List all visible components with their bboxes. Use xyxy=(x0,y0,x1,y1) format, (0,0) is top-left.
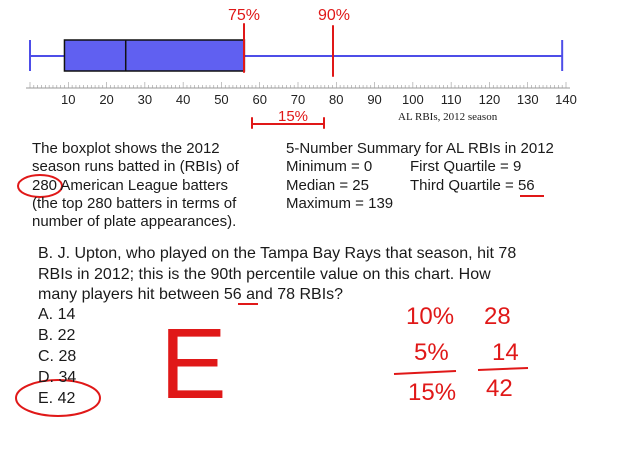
summary-minimum: Minimum = 0 xyxy=(286,158,373,175)
option-a: A. 14 xyxy=(38,306,76,323)
handwritten-answer-e: E xyxy=(160,308,227,420)
calc-sum-line-2 xyxy=(477,367,529,371)
option-e: E. 42 xyxy=(38,390,76,407)
tick-label: 40 xyxy=(176,92,190,107)
summary-third-quartile: Third Quartile = 56 xyxy=(410,177,535,194)
option-b: B. 22 xyxy=(38,327,76,344)
bracket-mark xyxy=(251,117,325,129)
calc-15pct: 15% xyxy=(408,379,456,406)
calc-42: 42 xyxy=(486,375,513,402)
calc-28: 28 xyxy=(484,303,511,330)
calc-14: 14 xyxy=(492,339,519,366)
summary-first-quartile: First Quartile = 9 xyxy=(410,158,522,175)
iqr-box xyxy=(63,39,246,72)
tick-label: 130 xyxy=(517,92,539,107)
summary-median: Median = 25 xyxy=(286,177,369,194)
tick-label: 60 xyxy=(252,92,266,107)
description-line: (the top 280 batters in terms of xyxy=(32,195,237,212)
calc-10pct: 10% xyxy=(406,303,454,330)
handwritten-arithmetic: 10% 5% 15% 28 14 42 xyxy=(406,303,519,406)
chart-annotations xyxy=(243,23,334,129)
tick-label: 20 xyxy=(99,92,113,107)
annotation-75pct: 75% xyxy=(228,7,260,24)
x-axis-label: AL RBIs, 2012 season xyxy=(398,111,498,123)
x-axis: 10 20 30 40 50 60 70 80 90 100 110 120 130 140 xyxy=(26,82,577,107)
tick-label: 50 xyxy=(214,92,228,107)
description-line: number of plate appearances). xyxy=(32,213,237,230)
question-line: RBIs in 2012; this is the 90th percentil… xyxy=(38,266,491,283)
tick-label: 100 xyxy=(402,92,424,107)
annotation-15pct: 15% xyxy=(278,108,308,125)
tick-label: 110 xyxy=(441,92,462,107)
calc-5pct: 5% xyxy=(414,339,449,366)
boxplot xyxy=(29,39,564,72)
summary-title: 5-Number Summary for AL RBIs in 2012 xyxy=(286,140,554,157)
tick-label: 140 xyxy=(555,92,577,107)
tick-label: 80 xyxy=(329,92,343,107)
tick-label: 70 xyxy=(291,92,305,107)
description-line: season runs batted in (RBIs) of xyxy=(32,158,239,175)
question-line: B. J. Upton, who played on the Tampa Bay… xyxy=(38,245,517,262)
calc-sum-line-1 xyxy=(393,370,457,375)
description-line: The boxplot shows the 2012 xyxy=(32,140,220,157)
tick-label: 30 xyxy=(138,92,152,107)
option-c: C. 28 xyxy=(38,348,77,365)
tick-label: 120 xyxy=(479,92,501,107)
tick-label: 10 xyxy=(61,92,75,107)
option-d: D. 34 xyxy=(38,369,77,386)
tick-label: 90 xyxy=(367,92,381,107)
question-line: many players hit between 56 and 78 RBIs? xyxy=(38,286,344,303)
description-line: 280 American League batters xyxy=(32,177,228,194)
circle-answer-e xyxy=(15,379,101,417)
summary-maximum: Maximum = 139 xyxy=(286,195,394,212)
circle-280 xyxy=(17,174,63,198)
annotation-90pct: 90% xyxy=(318,7,350,24)
